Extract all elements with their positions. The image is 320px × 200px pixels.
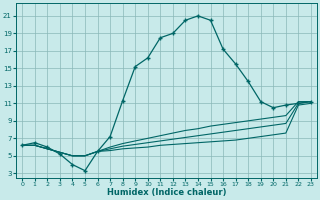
- X-axis label: Humidex (Indice chaleur): Humidex (Indice chaleur): [107, 188, 226, 197]
